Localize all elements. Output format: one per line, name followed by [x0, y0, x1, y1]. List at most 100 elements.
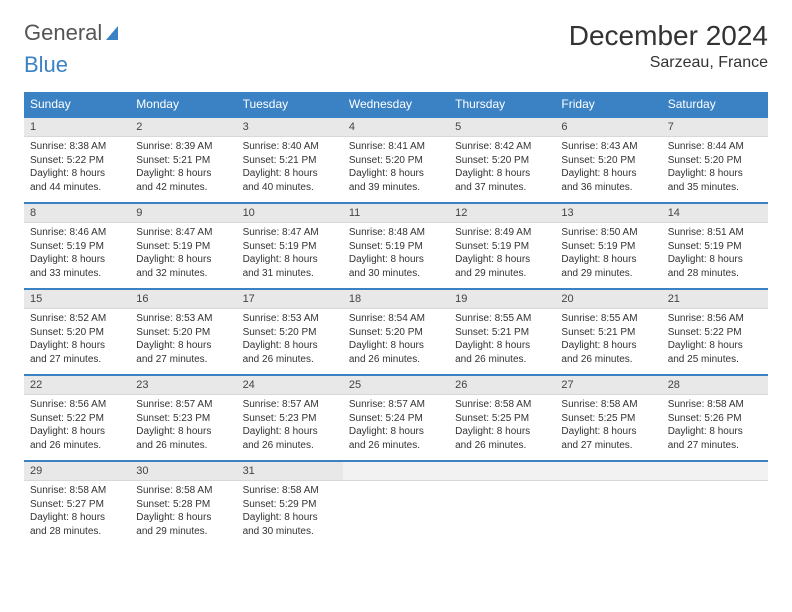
- sunset-text: Sunset: 5:20 PM: [668, 154, 762, 168]
- weekday-header: Thursday: [449, 92, 555, 117]
- sunrise-text: Sunrise: 8:46 AM: [30, 226, 124, 240]
- day-body: Sunrise: 8:46 AMSunset: 5:19 PMDaylight:…: [24, 223, 130, 288]
- sunset-text: Sunset: 5:28 PM: [136, 498, 230, 512]
- day-number: 22: [24, 376, 130, 395]
- daylight-text: Daylight: 8 hours: [668, 425, 762, 439]
- day-number: 25: [343, 376, 449, 395]
- sunrise-text: Sunrise: 8:58 AM: [668, 398, 762, 412]
- day-body: Sunrise: 8:39 AMSunset: 5:21 PMDaylight:…: [130, 137, 236, 202]
- daylight-text: Daylight: 8 hours: [30, 511, 124, 525]
- daylight-text: and 42 minutes.: [136, 181, 230, 195]
- logo-sail-icon: [104, 24, 122, 42]
- day-body: Sunrise: 8:58 AMSunset: 5:25 PMDaylight:…: [449, 395, 555, 460]
- daylight-text: Daylight: 8 hours: [136, 167, 230, 181]
- day-number: 10: [237, 204, 343, 223]
- weekday-header: Sunday: [24, 92, 130, 117]
- daylight-text: Daylight: 8 hours: [455, 167, 549, 181]
- day-number: 24: [237, 376, 343, 395]
- day-body: Sunrise: 8:55 AMSunset: 5:21 PMDaylight:…: [449, 309, 555, 374]
- calendar-day-cell: [449, 461, 555, 546]
- day-number: 3: [237, 118, 343, 137]
- daylight-text: Daylight: 8 hours: [243, 511, 337, 525]
- day-number: 30: [130, 462, 236, 481]
- day-number: 6: [555, 118, 661, 137]
- day-number: 15: [24, 290, 130, 309]
- calendar-day-cell: 26Sunrise: 8:58 AMSunset: 5:25 PMDayligh…: [449, 375, 555, 461]
- calendar-day-cell: 3Sunrise: 8:40 AMSunset: 5:21 PMDaylight…: [237, 117, 343, 203]
- daylight-text: Daylight: 8 hours: [349, 339, 443, 353]
- daylight-text: Daylight: 8 hours: [243, 253, 337, 267]
- day-body: Sunrise: 8:57 AMSunset: 5:23 PMDaylight:…: [237, 395, 343, 460]
- day-number: 31: [237, 462, 343, 481]
- day-body: Sunrise: 8:51 AMSunset: 5:19 PMDaylight:…: [662, 223, 768, 288]
- daylight-text: Daylight: 8 hours: [243, 425, 337, 439]
- sunrise-text: Sunrise: 8:51 AM: [668, 226, 762, 240]
- sunrise-text: Sunrise: 8:58 AM: [30, 484, 124, 498]
- daylight-text: and 31 minutes.: [243, 267, 337, 281]
- day-body: Sunrise: 8:58 AMSunset: 5:27 PMDaylight:…: [24, 481, 130, 546]
- sunset-text: Sunset: 5:29 PM: [243, 498, 337, 512]
- day-number: 4: [343, 118, 449, 137]
- calendar-day-cell: 2Sunrise: 8:39 AMSunset: 5:21 PMDaylight…: [130, 117, 236, 203]
- calendar-day-cell: 28Sunrise: 8:58 AMSunset: 5:26 PMDayligh…: [662, 375, 768, 461]
- day-body: Sunrise: 8:47 AMSunset: 5:19 PMDaylight:…: [237, 223, 343, 288]
- day-body: [449, 481, 555, 539]
- sunrise-text: Sunrise: 8:52 AM: [30, 312, 124, 326]
- calendar-day-cell: 17Sunrise: 8:53 AMSunset: 5:20 PMDayligh…: [237, 289, 343, 375]
- sunset-text: Sunset: 5:20 PM: [136, 326, 230, 340]
- sunrise-text: Sunrise: 8:57 AM: [243, 398, 337, 412]
- day-number: 11: [343, 204, 449, 223]
- day-body: Sunrise: 8:53 AMSunset: 5:20 PMDaylight:…: [237, 309, 343, 374]
- logo-text-1: General: [24, 20, 102, 46]
- daylight-text: Daylight: 8 hours: [455, 253, 549, 267]
- sunrise-text: Sunrise: 8:57 AM: [136, 398, 230, 412]
- calendar-table: Sunday Monday Tuesday Wednesday Thursday…: [24, 92, 768, 546]
- day-number: [343, 462, 449, 481]
- daylight-text: and 28 minutes.: [668, 267, 762, 281]
- daylight-text: and 26 minutes.: [349, 439, 443, 453]
- daylight-text: Daylight: 8 hours: [349, 253, 443, 267]
- calendar-day-cell: 10Sunrise: 8:47 AMSunset: 5:19 PMDayligh…: [237, 203, 343, 289]
- calendar-day-cell: 29Sunrise: 8:58 AMSunset: 5:27 PMDayligh…: [24, 461, 130, 546]
- sunrise-text: Sunrise: 8:50 AM: [561, 226, 655, 240]
- calendar-day-cell: 21Sunrise: 8:56 AMSunset: 5:22 PMDayligh…: [662, 289, 768, 375]
- daylight-text: and 27 minutes.: [30, 353, 124, 367]
- day-number: 7: [662, 118, 768, 137]
- sunset-text: Sunset: 5:19 PM: [349, 240, 443, 254]
- month-title: December 2024: [569, 20, 768, 52]
- day-number: 19: [449, 290, 555, 309]
- daylight-text: Daylight: 8 hours: [455, 339, 549, 353]
- daylight-text: and 35 minutes.: [668, 181, 762, 195]
- sunset-text: Sunset: 5:22 PM: [30, 154, 124, 168]
- daylight-text: Daylight: 8 hours: [136, 511, 230, 525]
- daylight-text: Daylight: 8 hours: [561, 253, 655, 267]
- day-body: [343, 481, 449, 539]
- daylight-text: and 26 minutes.: [30, 439, 124, 453]
- sunset-text: Sunset: 5:21 PM: [136, 154, 230, 168]
- calendar-day-cell: 7Sunrise: 8:44 AMSunset: 5:20 PMDaylight…: [662, 117, 768, 203]
- calendar-day-cell: 8Sunrise: 8:46 AMSunset: 5:19 PMDaylight…: [24, 203, 130, 289]
- calendar-day-cell: 30Sunrise: 8:58 AMSunset: 5:28 PMDayligh…: [130, 461, 236, 546]
- weekday-header: Monday: [130, 92, 236, 117]
- calendar-day-cell: 11Sunrise: 8:48 AMSunset: 5:19 PMDayligh…: [343, 203, 449, 289]
- calendar-day-cell: 5Sunrise: 8:42 AMSunset: 5:20 PMDaylight…: [449, 117, 555, 203]
- daylight-text: and 26 minutes.: [561, 353, 655, 367]
- sunset-text: Sunset: 5:21 PM: [561, 326, 655, 340]
- sunrise-text: Sunrise: 8:55 AM: [455, 312, 549, 326]
- day-body: Sunrise: 8:56 AMSunset: 5:22 PMDaylight:…: [662, 309, 768, 374]
- daylight-text: Daylight: 8 hours: [136, 339, 230, 353]
- day-number: 20: [555, 290, 661, 309]
- sunrise-text: Sunrise: 8:41 AM: [349, 140, 443, 154]
- calendar-day-cell: 15Sunrise: 8:52 AMSunset: 5:20 PMDayligh…: [24, 289, 130, 375]
- calendar-day-cell: 22Sunrise: 8:56 AMSunset: 5:22 PMDayligh…: [24, 375, 130, 461]
- sunrise-text: Sunrise: 8:58 AM: [243, 484, 337, 498]
- daylight-text: Daylight: 8 hours: [668, 339, 762, 353]
- day-number: 21: [662, 290, 768, 309]
- calendar-day-cell: 4Sunrise: 8:41 AMSunset: 5:20 PMDaylight…: [343, 117, 449, 203]
- calendar-day-cell: 31 Sunrise: 8:58 AMSunset: 5:29 PMDayligh…: [237, 461, 343, 546]
- title-block: December 2024 Sarzeau, France: [569, 20, 768, 72]
- day-body: Sunrise: 8:49 AMSunset: 5:19 PMDaylight:…: [449, 223, 555, 288]
- sunrise-text: Sunrise: 8:55 AM: [561, 312, 655, 326]
- day-body: Sunrise: 8:58 AMSunset: 5:26 PMDaylight:…: [662, 395, 768, 460]
- calendar-day-cell: 18Sunrise: 8:54 AMSunset: 5:20 PMDayligh…: [343, 289, 449, 375]
